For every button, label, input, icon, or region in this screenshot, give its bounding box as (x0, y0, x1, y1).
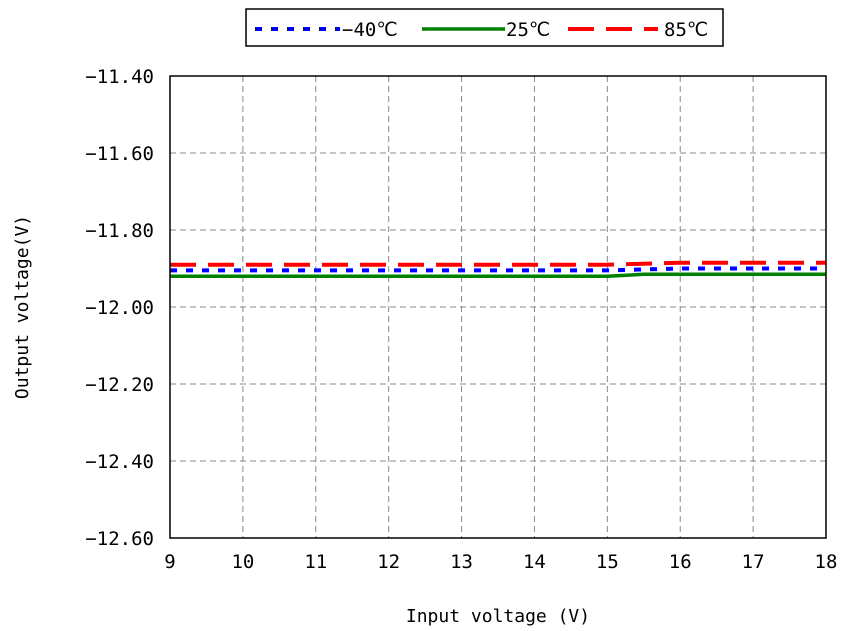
series-line-2 (170, 260, 826, 267)
legend-label-25: 25℃ (506, 19, 550, 41)
y-tick-label: −12.60 (85, 528, 154, 550)
x-tick-label: 13 (450, 551, 473, 573)
legend-label-85: 85℃ (664, 19, 708, 41)
y-tick-label: −12.20 (85, 374, 154, 396)
plot-area (169, 75, 827, 539)
x-tick-label: 11 (304, 551, 327, 573)
series-line-0 (170, 266, 826, 273)
x-tick-label: 15 (596, 551, 619, 573)
y-tick-label: −11.60 (85, 143, 154, 165)
x-tick-label: 9 (164, 551, 175, 573)
legend: −40℃ 25℃ 85℃ (245, 8, 724, 47)
x-tick-label: 10 (231, 551, 254, 573)
y-tick-label: −12.40 (85, 451, 154, 473)
x-tick-label: 17 (742, 551, 765, 573)
x-axis-title: Input voltage (V) (406, 606, 590, 627)
y-tick-label: −12.00 (85, 297, 154, 319)
y-tick-label: −11.40 (85, 66, 154, 88)
x-tick-label: 14 (523, 551, 546, 573)
y-axis-title: Output voltage(V) (12, 215, 33, 399)
y-tick-label: −11.80 (85, 220, 154, 242)
grid (170, 76, 826, 538)
legend-label-minus40: −40℃ (342, 19, 398, 41)
x-tick-label: 12 (377, 551, 400, 573)
series-lines (170, 260, 826, 278)
tick-labels: 9 10 11 12 13 14 15 16 17 18 −11.40 −11.60 −11.80 −12… (85, 66, 837, 573)
series-line-1 (170, 272, 826, 278)
x-tick-label: 18 (815, 551, 838, 573)
x-tick-label: 16 (669, 551, 692, 573)
